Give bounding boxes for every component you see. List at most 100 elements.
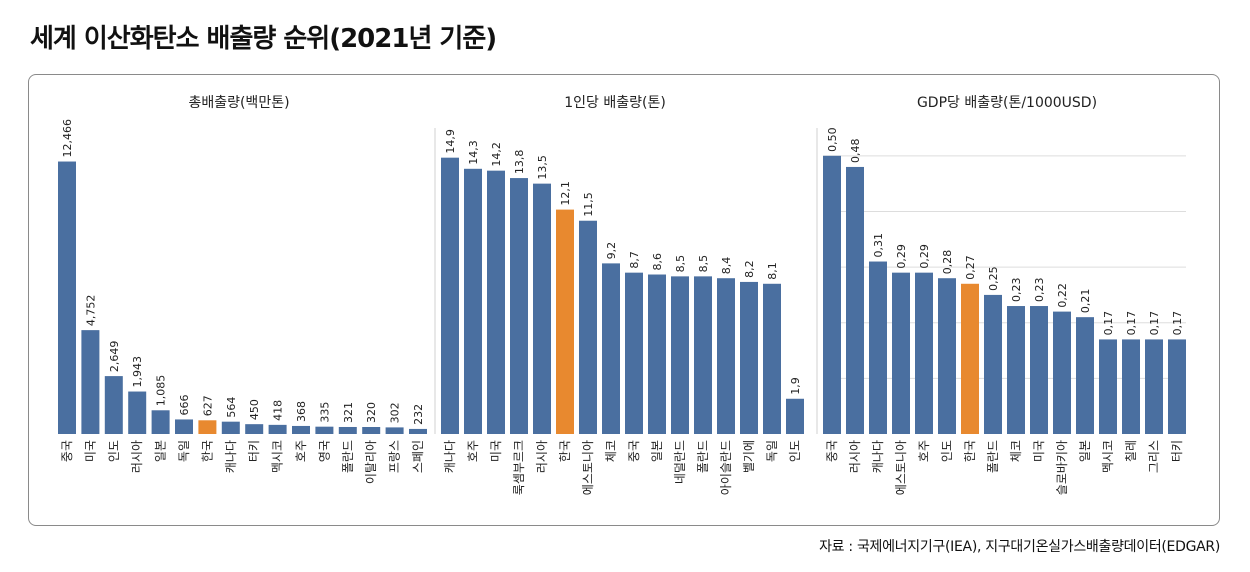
category-label: 미국: [83, 440, 97, 462]
value-label: 0,31: [872, 233, 885, 258]
category-label: 슬로바키아: [1055, 440, 1069, 495]
value-label: 14,3: [467, 140, 480, 165]
bar-터키: [1168, 339, 1186, 434]
value-label: 335: [318, 402, 331, 423]
bar-아이슬란드: [717, 278, 735, 434]
category-label: 체코: [604, 440, 618, 462]
bar-캐나다: [221, 421, 240, 434]
category-label: 폴란드: [696, 440, 710, 473]
category-label: 에스토니아: [581, 440, 595, 495]
bar-그리스: [1145, 339, 1163, 434]
value-label: 1,943: [131, 356, 144, 388]
bar-폴란드: [984, 294, 1002, 434]
value-label: 9,2: [605, 242, 618, 260]
category-label: 영국: [317, 440, 331, 462]
value-label: 12,1: [559, 181, 572, 206]
bar-중국: [823, 155, 841, 434]
bar-일본: [151, 410, 170, 434]
category-label: 독일: [765, 440, 779, 462]
bar-캐나다: [869, 261, 887, 434]
bar-독일: [175, 419, 193, 434]
bar-미국: [1030, 306, 1048, 434]
category-label: 인도: [788, 440, 802, 462]
bar-폴란드: [338, 426, 357, 434]
category-label: 일본: [650, 440, 664, 462]
value-label: 0,27: [964, 255, 977, 280]
value-label: 4,752: [84, 295, 97, 327]
value-label: 14,2: [490, 142, 503, 167]
category-label: 한국: [558, 440, 572, 462]
value-label: 8,1: [766, 262, 779, 280]
bar-미국: [487, 170, 505, 434]
value-label: 0,21: [1079, 289, 1092, 314]
category-label: 독일: [177, 440, 191, 462]
category-label: 중국: [60, 440, 74, 462]
category-label: 룩셈부르크: [512, 440, 526, 495]
category-label: 중국: [627, 440, 641, 462]
category-label: 미국: [1032, 440, 1046, 462]
chart-2-title: 1인당 배출량(톤): [564, 95, 666, 111]
value-label: 0,50: [826, 127, 839, 152]
source-note: 자료 : 국제에너지기구(IEA), 지구대기온실가스배출량데이터(EDGAR): [819, 539, 1220, 555]
category-label: 프랑스: [388, 440, 402, 473]
bar-중국: [58, 161, 76, 434]
value-label: 564: [225, 397, 238, 418]
bar-한국: [961, 283, 979, 434]
value-label: 0,48: [849, 138, 862, 163]
value-label: 0,17: [1102, 311, 1115, 336]
value-label: 0,28: [941, 250, 954, 275]
category-label: 호주: [294, 440, 308, 462]
value-label: 320: [365, 402, 378, 423]
chart-frame: [28, 74, 1220, 526]
value-label: 0,23: [1010, 278, 1023, 303]
value-label: 0,17: [1171, 311, 1184, 336]
bar-네덜란드: [671, 276, 689, 434]
category-label: 인도: [107, 440, 121, 462]
bar-멕시코: [268, 424, 287, 434]
category-label: 러시아: [535, 440, 549, 473]
value-label: 368: [295, 401, 308, 422]
value-label: 12,466: [61, 119, 74, 158]
category-label: 호주: [917, 440, 931, 462]
category-label: 인도: [940, 440, 954, 462]
category-label: 터키: [247, 440, 261, 462]
category-label: 그리스: [1147, 440, 1161, 473]
bar-룩셈부르크: [510, 178, 528, 434]
bar-호주: [292, 425, 310, 434]
bar-벨기에: [740, 281, 758, 434]
bar-에스토니아: [579, 220, 597, 434]
bar-한국: [556, 209, 574, 434]
value-label: 8,7: [628, 251, 641, 269]
category-label: 아이슬란드: [719, 440, 733, 495]
value-label: 1,085: [155, 375, 168, 407]
bar-한국: [198, 420, 217, 434]
bar-러시아: [128, 391, 147, 434]
bar-일본: [648, 274, 666, 434]
category-label: 일본: [154, 440, 168, 462]
category-label: 일본: [1078, 440, 1092, 462]
bar-에스토니아: [892, 272, 910, 434]
value-label: 0,17: [1148, 311, 1161, 336]
category-label: 호주: [466, 440, 480, 462]
value-label: 232: [412, 404, 425, 425]
bar-터키: [245, 424, 264, 434]
value-label: 11,5: [582, 192, 595, 217]
value-label: 13,8: [513, 150, 526, 175]
value-label: 14,9: [444, 129, 457, 154]
value-label: 450: [248, 399, 261, 420]
category-label: 폴란드: [986, 440, 1000, 473]
bar-일본: [1076, 317, 1094, 434]
value-label: 0,23: [1033, 278, 1046, 303]
bar-미국: [81, 330, 100, 434]
category-label: 체코: [1009, 440, 1023, 462]
category-label: 중국: [825, 440, 839, 462]
category-label: 스페인: [411, 440, 425, 473]
value-label: 1,9: [789, 377, 802, 395]
category-label: 러시아: [848, 440, 862, 473]
category-label: 네덜란드: [673, 440, 687, 484]
category-label: 터키: [1170, 440, 1184, 462]
value-label: 418: [272, 400, 285, 421]
